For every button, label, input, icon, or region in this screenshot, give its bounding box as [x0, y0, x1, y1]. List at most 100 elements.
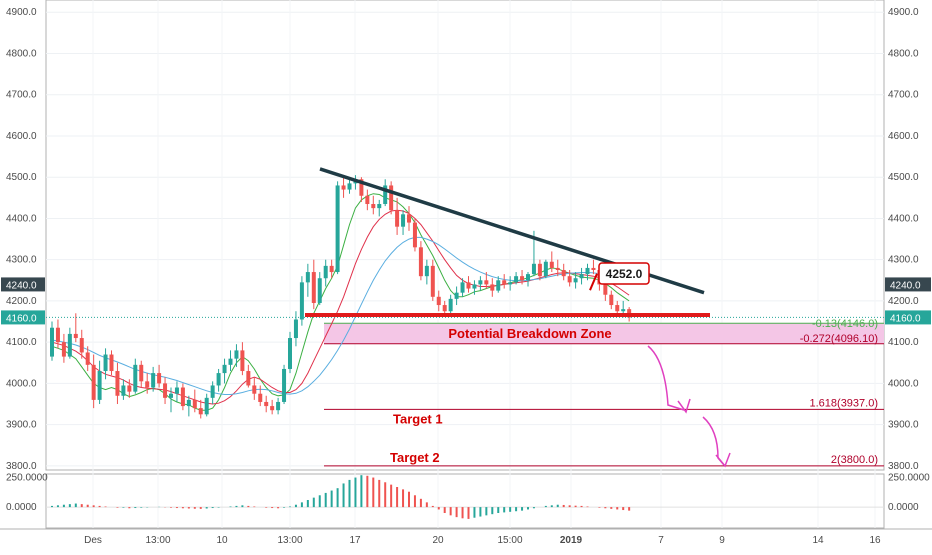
candle-body — [85, 352, 90, 365]
left-price-tag-current-bg — [1, 310, 45, 325]
breakdown-zone — [324, 323, 884, 344]
price-tick-label-right: 3800.0 — [888, 461, 919, 472]
candle-body — [216, 373, 221, 386]
candle-body — [50, 327, 54, 357]
moving-average-3 — [51, 236, 630, 395]
candle-body — [145, 381, 150, 388]
candle-body — [192, 399, 197, 409]
oscillator-pane — [45, 473, 885, 529]
candle-body — [222, 364, 227, 374]
right-price-tag-current: 4160.0 — [890, 313, 921, 324]
main-pane — [45, 0, 885, 471]
candle-body — [305, 272, 310, 283]
candle-body — [329, 265, 334, 273]
left-price-tag-current: 4160.0 — [6, 313, 37, 324]
price-box-label: 4252.0 — [606, 267, 643, 281]
candle-body — [526, 274, 530, 281]
candle-body — [67, 333, 72, 357]
price-tick-label-left: 4700.0 — [6, 90, 37, 101]
price-tick-label-left: 4800.0 — [6, 48, 37, 59]
price-tick-label-left: 4300.0 — [6, 255, 37, 266]
candle-body — [603, 284, 608, 295]
candle-body — [258, 393, 263, 402]
time-tick-label: 14 — [812, 535, 824, 546]
price-box — [598, 262, 650, 285]
candle-body — [97, 371, 102, 400]
candle-body — [163, 383, 168, 398]
breakdown-zone-label: Potential Breakdown Zone — [448, 326, 611, 341]
left-price-tag-marker: 4240.0 — [6, 280, 37, 291]
candle-body — [371, 204, 376, 209]
left-price-tag-marker-bg — [1, 277, 45, 292]
candle-body — [299, 282, 304, 320]
candle-body — [442, 305, 447, 312]
candle-body — [585, 267, 590, 275]
candle-body — [424, 265, 429, 277]
candle-body — [567, 276, 572, 283]
fib-label-0.13: -0.13(4146.0) — [812, 318, 878, 330]
time-tick-label: 13:00 — [277, 535, 302, 546]
candle-body — [591, 267, 596, 270]
candle-body — [109, 354, 114, 372]
candle-body — [430, 265, 435, 297]
candle-body — [133, 364, 138, 392]
candle-body — [412, 222, 417, 248]
candle-body — [270, 406, 275, 411]
candle-body — [139, 364, 144, 382]
candle-body — [383, 185, 388, 205]
candle-body — [365, 195, 370, 205]
candle-body — [490, 284, 495, 291]
target-2-label: Target 2 — [390, 450, 440, 465]
candle-body — [204, 397, 209, 415]
price-tick-label-left: 4100.0 — [6, 337, 37, 348]
price-box-pointer — [589, 273, 598, 291]
oscillator-tick-label-left: 250.0000 — [6, 473, 48, 484]
candle-body — [472, 284, 477, 289]
price-tick-label-right: 4600.0 — [888, 131, 919, 142]
candle-body — [549, 261, 554, 268]
time-tick-label: 17 — [349, 535, 361, 546]
candle-body — [418, 247, 423, 277]
candle-body — [401, 214, 406, 227]
candle-body — [502, 280, 507, 285]
price-tick-label-left: 4200.0 — [6, 296, 37, 307]
candle-body — [186, 399, 191, 407]
candle-body — [407, 214, 411, 223]
time-tick-label: 7 — [658, 535, 664, 546]
candle-body — [317, 278, 322, 303]
candle-body — [436, 296, 441, 306]
price-tick-label-right: 4200.0 — [888, 296, 919, 307]
price-tick-label-right: 4300.0 — [888, 255, 919, 266]
candle-body — [514, 276, 519, 283]
price-tick-label-left: 3900.0 — [6, 420, 37, 431]
arrow-head-1 — [677, 398, 691, 414]
time-tick-label: 9 — [719, 535, 725, 546]
time-tick-label: 13:00 — [145, 535, 170, 546]
price-tick-label-right: 4900.0 — [888, 7, 919, 18]
candle-body — [61, 342, 66, 357]
price-tick-label-left: 4000.0 — [6, 378, 37, 389]
candle-body — [520, 276, 525, 281]
candle-body — [79, 338, 84, 353]
time-tick-label: 16 — [869, 535, 881, 546]
candle-body — [252, 385, 257, 394]
candle-body — [121, 385, 126, 396]
candle-body — [91, 364, 96, 400]
candle-body — [73, 333, 78, 339]
candle-body — [311, 272, 316, 303]
candle-body — [615, 305, 620, 312]
price-tick-label-right: 4100.0 — [888, 337, 919, 348]
oscillator-tick-label-left: 0.0000 — [6, 502, 37, 513]
candle-body — [609, 294, 614, 306]
candle-body — [537, 263, 542, 277]
candle-body — [293, 319, 298, 339]
candle-body — [127, 385, 132, 392]
candle-body — [151, 373, 156, 388]
candle-body — [555, 267, 560, 270]
price-tick-label-right: 4800.0 — [888, 48, 919, 59]
candle-body — [395, 210, 400, 227]
moving-average-1 — [51, 193, 630, 411]
candle-body — [180, 387, 185, 407]
time-tick-label: Des — [84, 535, 102, 546]
